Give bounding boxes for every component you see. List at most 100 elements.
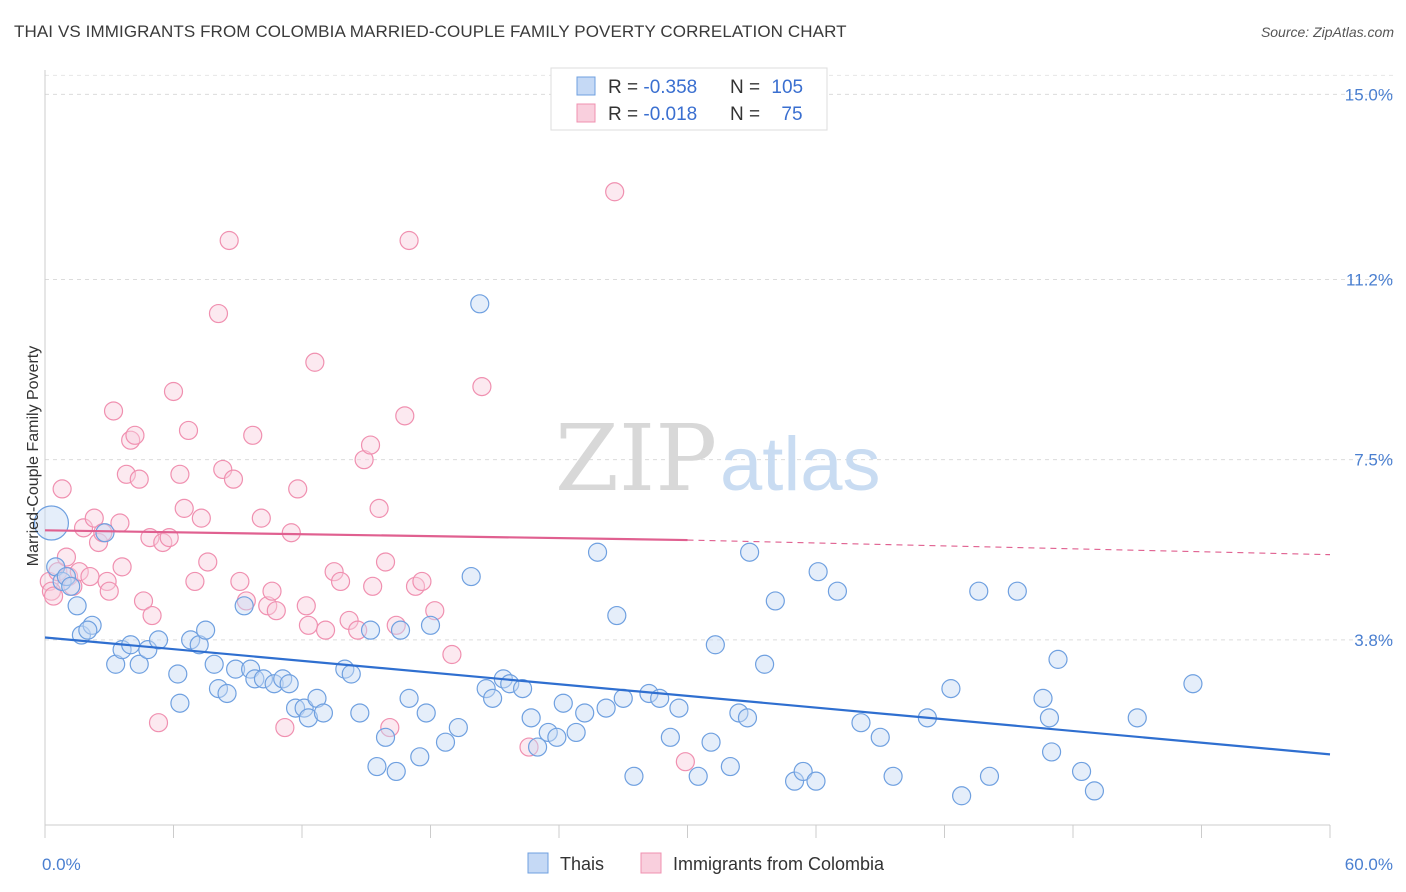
colombia-point: [281, 523, 301, 543]
thais-point: [870, 727, 890, 747]
thais-point: [1041, 742, 1062, 762]
thais-point: [705, 635, 725, 655]
colombia-point: [412, 571, 432, 592]
colombia-point: [315, 620, 336, 640]
thais-point: [298, 708, 319, 728]
colombia-point: [472, 377, 492, 397]
stats-legend: R = -0.358 N = 105 R = -0.018 N = 75: [550, 67, 828, 131]
colombia-point: [266, 601, 286, 621]
thais-point: [566, 722, 586, 743]
thais-point: [138, 640, 158, 660]
colombia-point: [112, 557, 132, 577]
thais-point: [806, 771, 826, 791]
colombia-point: [275, 717, 295, 738]
thais-point: [521, 708, 541, 728]
legend-thais-swatch: [527, 852, 549, 874]
colombia-point: [251, 508, 271, 528]
colombia-point: [605, 182, 625, 202]
thais-point: [148, 630, 169, 650]
thais-point: [1071, 761, 1092, 782]
colombia-point: [675, 752, 695, 772]
watermark-atlas: atlas: [720, 422, 881, 507]
svg-text:R = -0.358: R = -0.358: [608, 77, 697, 98]
thais-point: [78, 620, 98, 640]
thais-point: [979, 766, 1000, 786]
series-thais-points: [33, 294, 1203, 806]
thais-point: [720, 756, 740, 777]
colombia-point: [213, 459, 233, 480]
colombia-point: [223, 469, 244, 489]
colombia-point: [243, 425, 263, 445]
thais-point: [952, 786, 972, 806]
thais-point: [553, 693, 573, 713]
thais-point: [512, 679, 533, 699]
legend-blue-swatch: [576, 76, 596, 96]
thais-point: [375, 727, 396, 747]
thais-point: [367, 756, 387, 777]
colombia-point: [375, 552, 396, 572]
colombia-point: [185, 571, 205, 592]
chart-source: Source: ZipAtlas.com: [1260, 24, 1394, 40]
colombia-point: [363, 576, 383, 596]
colombia-point: [230, 571, 250, 592]
colombia-point: [178, 420, 199, 441]
colombia-point: [99, 581, 119, 601]
x-tick-label: 60.0%: [1345, 855, 1393, 874]
thais-point: [669, 698, 689, 718]
colombia-point: [73, 518, 94, 538]
thais-point: [390, 620, 411, 640]
colombia-trend-extension: [687, 539, 1331, 556]
thais-point: [660, 727, 680, 747]
colombia-point: [425, 601, 445, 621]
colombia-point: [129, 469, 149, 489]
legend-r-label-2: R =: [608, 104, 643, 125]
thais-point: [360, 620, 381, 640]
thais-point: [67, 596, 87, 616]
svg-text:N = 105: N = 105: [730, 77, 803, 98]
thais-point: [234, 596, 254, 616]
colombia-point: [43, 586, 64, 606]
watermark-zip: ZIP: [555, 405, 717, 512]
colombia-point: [56, 547, 77, 567]
colombia-point: [103, 401, 124, 421]
thais-point: [435, 732, 456, 752]
colombia-point: [305, 352, 325, 372]
colombia-point: [84, 508, 104, 528]
colombia-point: [219, 230, 239, 251]
colombia-point: [198, 552, 218, 572]
thais-point: [1039, 708, 1060, 728]
colombia-point: [208, 303, 229, 324]
thais-point: [416, 703, 436, 723]
thais-point: [476, 679, 496, 699]
thais-point: [827, 581, 848, 601]
thais-point: [217, 683, 237, 704]
thais-point: [547, 727, 567, 747]
legend-colombia-swatch: [640, 852, 662, 874]
colombia-point: [142, 605, 162, 626]
thais-point: [754, 654, 775, 674]
colombia-point: [52, 479, 72, 499]
colombia-point: [395, 406, 415, 426]
colombia-point: [116, 464, 136, 484]
thais-point: [168, 664, 188, 684]
thais-point: [483, 688, 503, 708]
legend-n-value-2: 75: [781, 104, 802, 125]
thais-point: [737, 708, 758, 728]
colombia-point: [140, 528, 160, 548]
y-tick-label: 7.5%: [1354, 451, 1393, 470]
colombia-point: [380, 717, 400, 738]
thais-point: [61, 576, 81, 596]
colombia-point: [148, 713, 169, 733]
thais-point: [341, 664, 361, 684]
y-tick-label: 3.8%: [1354, 631, 1393, 650]
legend-n-label-1: N =: [730, 77, 765, 98]
thais-point: [1084, 781, 1105, 801]
thais-point: [204, 654, 224, 674]
legend-r-value-1: -0.358: [643, 77, 697, 98]
colombia-point: [69, 562, 89, 582]
y-tick-label: 15.0%: [1345, 85, 1393, 104]
series-legend: Thais Immigrants from Colombia: [527, 852, 885, 874]
legend-n-value-1: 105: [771, 77, 803, 98]
colombia-point: [296, 596, 316, 616]
